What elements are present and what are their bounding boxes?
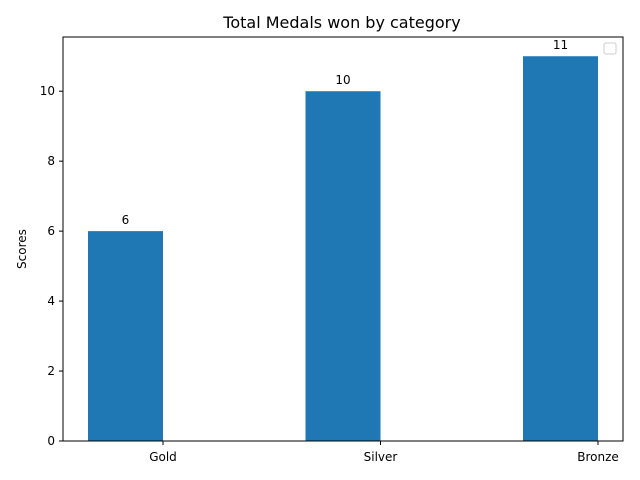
y-axis-label: Scores bbox=[15, 229, 29, 269]
y-tick-label-0: 0 bbox=[47, 434, 55, 448]
bar-bronze bbox=[523, 56, 598, 441]
x-tick-label-silver: Silver bbox=[364, 450, 398, 464]
data-label-bronze: 11 bbox=[553, 38, 568, 52]
bar-silver bbox=[305, 91, 381, 441]
data-label-silver: 10 bbox=[335, 73, 350, 87]
bars-group: 6 10 11 bbox=[88, 38, 598, 441]
y-tick-label-6: 6 bbox=[47, 224, 55, 238]
y-tick-label-10: 10 bbox=[40, 84, 55, 98]
x-tick-label-bronze: Bronze bbox=[577, 450, 619, 464]
plot-area-frame bbox=[62, 36, 624, 442]
bar-gold bbox=[88, 231, 163, 441]
y-tick-label-2: 2 bbox=[47, 364, 55, 378]
y-tick-label-4: 4 bbox=[47, 294, 55, 308]
y-ticks-group: 0 2 4 6 8 10 bbox=[40, 84, 63, 448]
x-tick-label-gold: Gold bbox=[149, 450, 177, 464]
data-label-gold: 6 bbox=[122, 213, 130, 227]
legend-box bbox=[603, 42, 617, 55]
y-tick-label-8: 8 bbox=[47, 154, 55, 168]
x-ticks-group: Gold Silver Bronze bbox=[149, 441, 619, 464]
chart-title: Total Medals won by category bbox=[222, 13, 460, 32]
